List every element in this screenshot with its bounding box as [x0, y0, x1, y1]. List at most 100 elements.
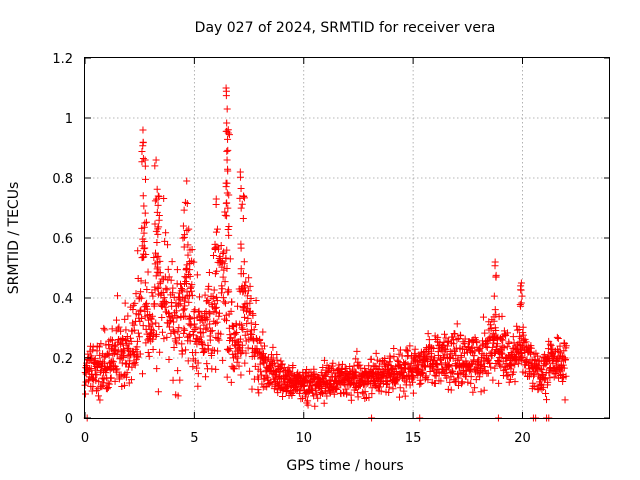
data-point	[311, 402, 319, 410]
data-point	[481, 329, 489, 337]
data-point	[168, 258, 176, 266]
data-point	[439, 341, 447, 349]
data-point	[225, 288, 233, 296]
data-point	[149, 345, 157, 353]
data-point	[143, 299, 151, 307]
data-point	[143, 285, 151, 293]
data-point	[213, 293, 221, 301]
data-point	[503, 372, 511, 380]
data-point	[219, 356, 227, 364]
data-point	[273, 356, 281, 364]
data-point	[244, 344, 252, 352]
data-point	[543, 396, 551, 404]
data-point	[152, 227, 160, 235]
data-point	[239, 326, 247, 334]
data-point	[491, 258, 499, 266]
data-point	[154, 201, 162, 209]
data-point	[165, 323, 173, 331]
data-point	[372, 349, 380, 357]
data-point	[179, 306, 187, 314]
data-point	[157, 278, 165, 286]
data-point	[186, 330, 194, 338]
data-point	[444, 385, 452, 393]
data-point	[152, 319, 160, 327]
data-point	[213, 225, 221, 233]
data-point	[559, 361, 567, 369]
data-point	[107, 336, 115, 344]
data-point	[489, 376, 497, 384]
data-point	[396, 384, 404, 392]
data-point	[338, 360, 346, 368]
data-point	[182, 346, 190, 354]
data-point	[120, 381, 128, 389]
data-point	[299, 395, 307, 403]
data-point	[269, 343, 277, 351]
data-point	[113, 316, 121, 324]
data-point	[144, 336, 152, 344]
data-point	[425, 336, 433, 344]
data-point	[248, 385, 256, 393]
data-point	[437, 377, 445, 385]
data-point	[193, 364, 201, 372]
data-point	[489, 343, 497, 351]
data-point	[154, 252, 162, 260]
data-point	[519, 323, 527, 331]
data-point	[215, 312, 223, 320]
data-point	[169, 376, 177, 384]
data-point	[454, 374, 462, 382]
data-point	[213, 297, 221, 305]
data-point	[183, 279, 191, 287]
data-point	[194, 359, 202, 367]
data-point	[424, 376, 432, 384]
data-point	[154, 283, 162, 291]
data-point	[185, 225, 193, 233]
data-point	[144, 268, 152, 276]
data-point	[140, 223, 148, 231]
data-point	[451, 330, 459, 338]
data-point	[181, 326, 189, 334]
data-point	[136, 293, 144, 301]
data-point	[235, 362, 243, 370]
data-point	[155, 268, 163, 276]
data-point	[138, 158, 146, 166]
data-point	[159, 288, 167, 296]
data-point	[417, 379, 425, 387]
data-point	[218, 285, 226, 293]
data-point	[203, 324, 211, 332]
data-point	[408, 378, 416, 386]
data-point	[191, 306, 199, 314]
y-tick-label: 0.8	[52, 172, 73, 187]
data-point	[288, 391, 296, 399]
data-point	[216, 309, 224, 317]
data-point	[189, 363, 197, 371]
data-point	[217, 289, 225, 297]
data-point	[401, 392, 409, 400]
data-point	[186, 272, 194, 280]
data-point	[490, 292, 498, 300]
data-point	[240, 192, 248, 200]
data-point	[202, 307, 210, 315]
data-point	[385, 383, 393, 391]
data-point	[377, 387, 385, 395]
data-point	[550, 373, 558, 381]
data-point	[185, 298, 193, 306]
data-point	[491, 324, 499, 332]
x-axis: 0 5 10 15 20	[81, 58, 531, 446]
data-point	[113, 292, 121, 300]
data-point	[211, 245, 219, 253]
data-point	[539, 383, 547, 391]
data-point	[241, 331, 249, 339]
data-point	[89, 383, 97, 391]
data-point	[471, 336, 479, 344]
data-point	[89, 343, 97, 351]
data-point	[541, 375, 549, 383]
data-point	[454, 355, 462, 363]
data-point	[490, 313, 498, 321]
data-point	[545, 356, 553, 364]
data-point	[440, 338, 448, 346]
data-point	[450, 340, 458, 348]
data-point	[460, 340, 468, 348]
data-point	[223, 264, 231, 272]
data-point	[169, 284, 177, 292]
data-point	[142, 218, 150, 226]
